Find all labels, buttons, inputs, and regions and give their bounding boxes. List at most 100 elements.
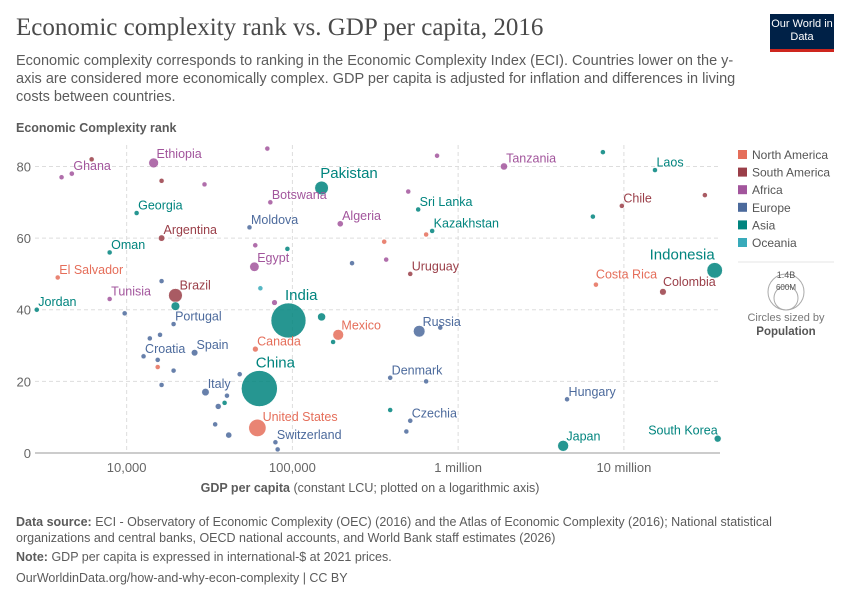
data-point-switzerland [272, 439, 279, 446]
data-point-unlabeled [387, 407, 393, 413]
data-point-laos [652, 167, 658, 173]
point-label: Costa Rica [596, 268, 657, 282]
data-point-oman [106, 249, 113, 256]
x-axis-label-bold: GDP per capita [200, 481, 290, 495]
data-point-unlabeled [383, 256, 389, 263]
point-label: Spain [197, 338, 229, 352]
point-label: South Korea [648, 424, 718, 438]
x-tick-label: 10,000 [107, 460, 147, 475]
point-label: Egypt [257, 251, 289, 265]
data-point-unlabeled [252, 242, 259, 249]
point-label: Russia [423, 315, 461, 329]
data-point-unlabeled [170, 367, 177, 374]
legend-swatch-africa [738, 185, 747, 195]
data-point-unlabeled [221, 400, 228, 406]
data-point-unlabeled [257, 285, 264, 292]
data-point-unlabeled [154, 364, 161, 370]
data-point-ethiopia [148, 157, 159, 169]
point-label: Oman [111, 238, 145, 252]
data-point-sri-lanka [415, 206, 421, 213]
data-point-unlabeled [434, 152, 440, 159]
data-point-canada [252, 346, 259, 353]
data-point-unlabeled [121, 310, 128, 317]
point-label: Algeria [342, 209, 381, 223]
data-point-unlabeled [158, 178, 165, 184]
x-tick-label: 1 million [434, 460, 482, 475]
legend-label: South America [752, 166, 830, 180]
point-label: Pakistan [320, 165, 378, 182]
point-label: Jordan [38, 295, 76, 309]
data-point-hungary [564, 396, 570, 403]
size-legend-title: Circles sized by [747, 312, 825, 324]
data-point-unlabeled [271, 299, 278, 306]
footnote: Note: GDP per capita is expressed in int… [16, 549, 816, 565]
size-legend-small-circle [773, 285, 799, 311]
owid-logo[interactable]: Our World in Data [770, 14, 834, 52]
point-label: China [256, 355, 296, 372]
data-point-czechia [407, 418, 413, 424]
data-point-colombia [659, 288, 667, 296]
data-point-kazakhstan [429, 228, 435, 234]
point-label: Portugal [175, 310, 222, 324]
source-text: ECI - Observatory of Economic Complexity… [16, 515, 772, 545]
point-label: Uruguay [412, 259, 460, 273]
y-tick-label: 60 [17, 231, 31, 246]
data-point-unlabeled [158, 278, 165, 284]
size-legend-small-label: 600M [776, 283, 796, 292]
data-point-italy [201, 388, 210, 397]
point-label: Moldova [251, 213, 298, 227]
data-point-unlabeled [284, 246, 291, 252]
data-point-jordan [34, 306, 40, 313]
point-label: Indonesia [650, 247, 716, 264]
data-point-china [241, 370, 278, 407]
y-tick-label: 20 [17, 374, 31, 389]
y-tick-label: 40 [17, 303, 31, 318]
data-point-unlabeled [224, 392, 230, 399]
data-point-unlabeled [236, 371, 243, 377]
footer-url[interactable]: OurWorldinData.org/how-and-why-econ-comp… [16, 571, 348, 585]
point-label: Switzerland [277, 428, 342, 442]
data-point-unlabeled [157, 332, 163, 338]
data-point-unlabeled [349, 260, 355, 266]
legend-label: North America [752, 148, 828, 162]
point-label: Kazakhstan [434, 216, 499, 230]
point-label: United States [263, 410, 338, 424]
data-point-indonesia [706, 262, 723, 279]
legend-swatch-oceania [738, 238, 747, 247]
data-point-unlabeled [212, 421, 218, 428]
size-legend-large-label: 1.4B [777, 270, 796, 280]
note-label: Note: [16, 550, 48, 564]
point-label: Argentina [163, 223, 217, 237]
source-label: Data source: [16, 515, 92, 529]
point-label: Chile [623, 191, 652, 205]
data-point-georgia [133, 210, 140, 216]
source-note: Data source: ECI - Observatory of Econom… [16, 514, 816, 546]
data-point-tunisia [106, 296, 113, 302]
point-label: Mexico [341, 319, 381, 333]
data-point-united-states [248, 419, 267, 437]
legend-label: Europe [752, 201, 791, 215]
legend-swatch-south-america [738, 167, 747, 177]
x-axis-label: GDP per capita (constant LCU; plotted on… [0, 481, 740, 495]
data-point-argentina [158, 234, 166, 242]
x-tick-label: 10 million [596, 460, 651, 475]
chart-subtitle: Economic complexity corresponds to ranki… [16, 53, 736, 105]
data-point-spain [191, 349, 199, 357]
data-point-unlabeled [437, 324, 444, 331]
data-point-unlabeled [702, 192, 708, 198]
data-point-egypt [249, 261, 260, 272]
point-label: Croatia [145, 342, 185, 356]
data-point-unlabeled [330, 339, 336, 345]
data-point-unlabeled [423, 378, 429, 385]
data-point-russia [413, 325, 426, 338]
point-label: Tanzania [506, 151, 556, 165]
point-label: Canada [257, 334, 301, 348]
data-point-unlabeled [590, 213, 596, 220]
data-point-chile [619, 203, 625, 209]
data-point-unlabeled [381, 238, 387, 245]
data-point-unlabeled [88, 156, 95, 163]
data-point-moldova [246, 224, 253, 231]
data-point-unlabeled [264, 145, 271, 152]
data-point-ghana [69, 170, 75, 177]
